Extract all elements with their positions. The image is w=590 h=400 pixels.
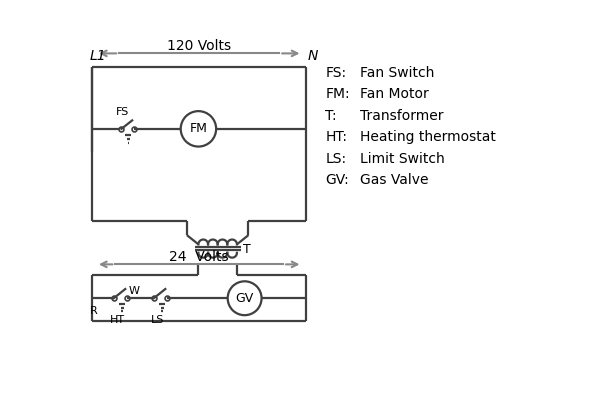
Text: FM: FM [189, 122, 207, 135]
Text: L1: L1 [90, 49, 106, 63]
Text: W: W [129, 286, 139, 296]
Text: FS: FS [116, 107, 129, 117]
Text: T: T [243, 243, 251, 256]
Text: Fan Switch: Fan Switch [360, 66, 434, 80]
Text: HT: HT [110, 315, 125, 325]
Text: FM:: FM: [326, 87, 350, 101]
Text: GV:: GV: [326, 174, 349, 188]
Text: R: R [90, 306, 97, 316]
Text: Transformer: Transformer [360, 109, 444, 123]
Text: 120 Volts: 120 Volts [167, 39, 231, 53]
Text: FS:: FS: [326, 66, 346, 80]
Text: N: N [308, 49, 318, 63]
Text: Heating thermostat: Heating thermostat [360, 130, 496, 144]
Text: Gas Valve: Gas Valve [360, 174, 428, 188]
Text: T:: T: [326, 109, 337, 123]
Text: Limit Switch: Limit Switch [360, 152, 445, 166]
Text: HT:: HT: [326, 130, 348, 144]
Text: Fan Motor: Fan Motor [360, 87, 429, 101]
Text: 24  Volts: 24 Volts [169, 250, 229, 264]
Text: GV: GV [235, 292, 254, 305]
Text: LS: LS [151, 315, 164, 325]
Text: LS:: LS: [326, 152, 346, 166]
